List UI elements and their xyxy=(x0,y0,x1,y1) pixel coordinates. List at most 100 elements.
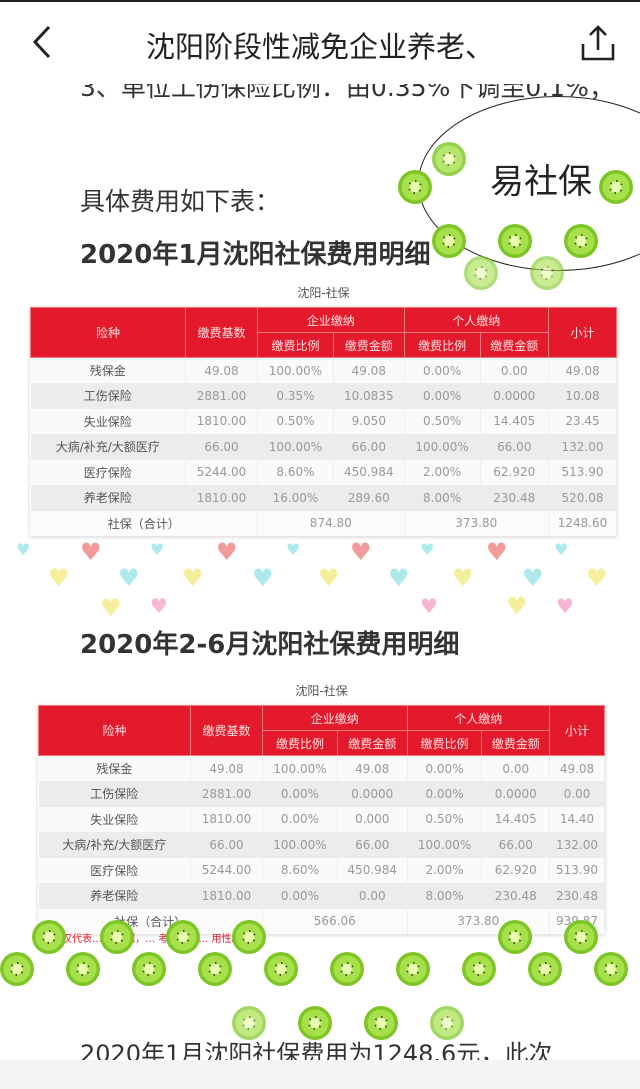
cell-co-rate: 0.50% xyxy=(257,408,334,434)
cell-type: 工伤保险 xyxy=(30,383,186,409)
cell-p-amount: 0.00 xyxy=(480,357,550,383)
cell-p-amount: 14.405 xyxy=(480,408,550,434)
cell-p-amount: 0.00 xyxy=(481,755,550,781)
table-row: 医疗保险 5244.00 8.60% 450.984 2.00% 62.920 … xyxy=(38,857,605,883)
header-type: 险种 xyxy=(38,705,191,756)
cell-subtotal: 10.08 xyxy=(548,383,617,409)
total-label: 社保（合计） xyxy=(30,510,258,536)
heart-sticker-group: ♥ ♥ ♥ ♥ ♥ ♥ ♥ ♥ ♥ ♥ ♥ ♥ ♥ ♥ ♥ ♥ ♥ ♥ ♥ ♥ … xyxy=(0,540,640,620)
cell-p-amount: 66.00 xyxy=(481,832,550,858)
cell-co-rate: 8.60% xyxy=(262,857,338,883)
cell-p-rate: 0.00% xyxy=(404,383,481,409)
cell-subtotal: 230.48 xyxy=(549,883,605,909)
table-row: 养老保险 1810.00 16.00% 289.60 8.00% 230.48 … xyxy=(30,485,617,511)
cell-p-rate: 100.00% xyxy=(404,434,481,460)
cell-subtotal: 513.90 xyxy=(549,857,605,883)
total-personal: 373.80 xyxy=(407,908,551,934)
cell-co-rate: 0.35% xyxy=(257,383,334,409)
header-base: 缴费基数 xyxy=(190,705,263,756)
back-button[interactable] xyxy=(22,22,62,62)
heart-icon: ♥ xyxy=(16,540,31,559)
cell-base: 2881.00 xyxy=(190,781,263,807)
cell-co-amount: 49.08 xyxy=(333,357,405,383)
intro-text: 具体费用如下表： xyxy=(80,187,281,216)
cell-co-amount: 9.050 xyxy=(333,408,405,434)
cell-base: 66.00 xyxy=(185,434,258,460)
cell-type: 大病/补充/大额医疗 xyxy=(38,832,191,858)
cell-p-rate: 2.00% xyxy=(407,857,483,883)
cell-type: 残保金 xyxy=(38,755,191,781)
kiwi-icon xyxy=(528,952,562,986)
cell-co-amount: 66.00 xyxy=(333,434,405,460)
cell-p-rate: 0.00% xyxy=(407,755,483,781)
kiwi-icon xyxy=(264,952,298,986)
cell-p-rate: 8.00% xyxy=(407,883,483,909)
header-company-rate: 缴费比例 xyxy=(257,332,334,358)
cell-co-amount: 10.0835 xyxy=(333,383,405,409)
heart-icon: ♥ xyxy=(388,564,410,592)
article-content[interactable]: 3、单位工伤保险比例：由0.35%下调至0.1%； 具体费用如下表： 2020年… xyxy=(0,84,640,1060)
kiwi-icon xyxy=(396,952,430,986)
cell-co-rate: 8.60% xyxy=(257,459,334,485)
chevron-left-icon xyxy=(32,25,51,59)
heart-icon: ♥ xyxy=(350,538,372,566)
heart-icon: ♥ xyxy=(182,564,204,592)
closing-text: 2020年1月沈阳社保费用为1248.6元，此次 xyxy=(80,1040,553,1060)
cell-type: 医疗保险 xyxy=(38,857,191,883)
cell-subtotal: 14.40 xyxy=(549,806,605,832)
cell-p-amount: 230.48 xyxy=(480,485,550,511)
cell-p-rate: 0.50% xyxy=(404,408,481,434)
table-row: 失业保险 1810.00 0.00% 0.000 0.50% 14.405 14… xyxy=(38,806,605,832)
heart-icon: ♥ xyxy=(150,540,165,559)
disclaimer-text: 据仅代表… 的数据，… 考，不具… 用性。 xyxy=(52,934,242,945)
cell-p-amount: 0.0000 xyxy=(480,383,550,409)
cell-co-amount: 450.984 xyxy=(337,857,408,883)
header-company: 企业缴纳 xyxy=(257,307,405,333)
cell-subtotal: 23.45 xyxy=(548,408,617,434)
heart-icon: ♥ xyxy=(48,564,70,592)
cell-p-amount: 62.920 xyxy=(481,857,550,883)
kiwi-icon xyxy=(594,952,628,986)
bubble-brand-text: 易社保 xyxy=(490,162,592,202)
heart-icon: ♥ xyxy=(506,592,528,620)
header-company-amount: 缴费金额 xyxy=(336,730,408,756)
share-button[interactable] xyxy=(578,22,618,64)
cell-base: 2881.00 xyxy=(185,383,258,409)
header-company-rate: 缴费比例 xyxy=(262,730,338,756)
total-personal: 373.80 xyxy=(404,510,550,536)
cell-co-amount: 49.08 xyxy=(337,755,408,781)
header-base: 缴费基数 xyxy=(185,307,258,358)
total-company: 874.80 xyxy=(257,510,405,536)
cell-p-rate: 0.00% xyxy=(407,781,483,807)
table-row: 养老保险 1810.00 0.00% 0.00 8.00% 230.48 230… xyxy=(38,883,605,909)
table-row: 残保金 49.08 100.00% 49.08 0.00% 0.00 49.08 xyxy=(38,755,605,781)
cell-base: 1810.00 xyxy=(185,485,258,511)
header-personal: 个人缴纳 xyxy=(406,705,551,731)
cell-co-amount: 289.60 xyxy=(333,485,405,511)
fee-table: 险种 缴费基数 企业缴纳 个人缴纳 小计 缴费比例 缴费金额 缴费比例 缴费金额… xyxy=(30,307,617,536)
fee-table: 险种 缴费基数 企业缴纳 个人缴纳 小计 缴费比例 缴费金额 缴费比例 缴费金额… xyxy=(38,705,605,934)
cell-type: 残保金 xyxy=(30,357,186,383)
cell-type: 养老保险 xyxy=(30,485,186,511)
header-personal-amount: 缴费金额 xyxy=(481,730,550,756)
header-personal: 个人缴纳 xyxy=(403,307,550,333)
fee-table-jan: 沈阳-社保 险种 缴费基数 企业缴纳 个人缴纳 小计 缴费比例 缴费金额 缴费比… xyxy=(30,284,617,536)
header-personal-amount: 缴费金额 xyxy=(479,332,550,358)
cell-p-rate: 0.50% xyxy=(407,806,483,832)
cell-co-rate: 0.00% xyxy=(262,806,338,832)
heart-icon: ♥ xyxy=(318,564,340,592)
cell-p-amount: 14.405 xyxy=(481,806,550,832)
kiwi-icon xyxy=(132,952,166,986)
heart-icon: ♥ xyxy=(80,538,102,566)
cell-subtotal: 49.08 xyxy=(549,755,605,781)
share-upload-icon xyxy=(581,25,615,61)
cell-subtotal: 132.00 xyxy=(548,434,617,460)
cell-base: 5244.00 xyxy=(185,459,258,485)
section-heading-jan: 2020年1月沈阳社保费用明细 xyxy=(80,240,431,270)
heart-icon: ♥ xyxy=(586,564,608,592)
cell-p-amount: 62.920 xyxy=(480,459,550,485)
cell-type: 养老保险 xyxy=(38,883,191,909)
table-caption: 沈阳-社保 xyxy=(295,684,348,698)
table-row: 工伤保险 2881.00 0.35% 10.0835 0.00% 0.0000 … xyxy=(30,383,617,409)
cell-type: 失业保险 xyxy=(38,806,191,832)
